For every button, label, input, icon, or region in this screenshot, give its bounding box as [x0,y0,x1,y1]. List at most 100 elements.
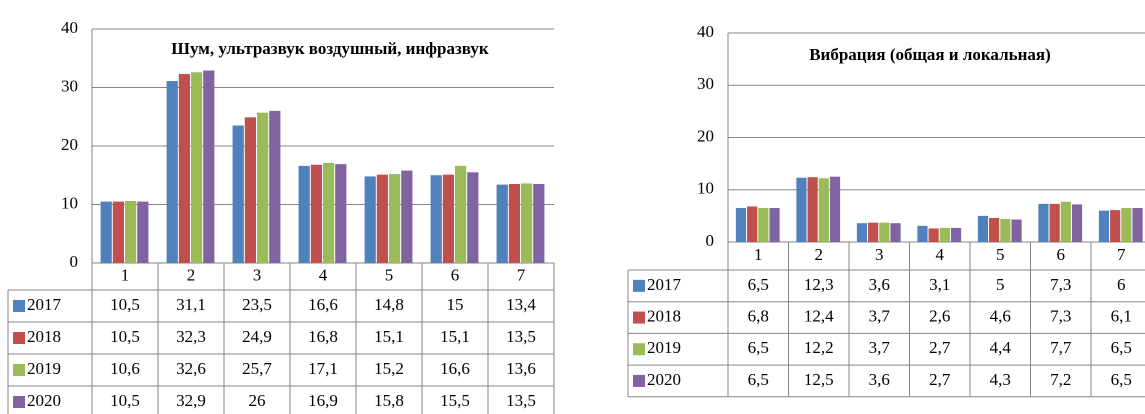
x-tick-label: 3 [253,265,262,284]
chart-title: Шум, ультразвук воздушный, инфразвук [171,39,489,58]
x-tick-label: 2 [187,265,196,284]
bar [442,174,454,263]
bar [191,72,203,263]
y-tick-label: 0 [70,252,79,271]
data-label: 32,3 [176,327,206,346]
legend-key [13,396,25,408]
x-tick-label: 5 [996,245,1005,264]
bar [868,222,879,242]
bar [1038,203,1049,242]
data-label: 6,8 [748,306,769,325]
bar [1132,208,1143,242]
bar [1098,210,1110,242]
legend-key [633,311,645,324]
data-label: 5 [996,275,1005,294]
bar [100,201,112,263]
y-tick-label: 30 [61,76,78,95]
x-tick-label: 7 [1117,245,1126,264]
data-label: 6,5 [1111,338,1132,357]
x-tick-label: 6 [451,265,460,284]
data-label: 6 [1117,275,1126,294]
bar [879,222,890,242]
data-label: 23,5 [242,295,272,314]
bar [244,117,256,264]
legend-key [633,279,645,292]
bar [125,200,137,263]
bar [298,165,310,263]
bar [455,165,467,263]
data-label: 3,6 [869,275,890,294]
data-label: 2,6 [929,306,950,325]
data-label: 13,5 [506,391,536,410]
bar [856,223,868,242]
legend-label: 2020 [647,370,681,389]
bar [508,184,520,263]
bar [467,172,479,263]
y-tick-label: 10 [61,193,78,212]
legend-label: 2019 [647,338,681,357]
legend-key [633,343,645,356]
legend-label: 2017 [647,275,682,294]
data-label: 13,6 [506,359,536,378]
bar [1071,204,1083,242]
bar [890,223,901,242]
data-label: 15,5 [440,391,470,410]
x-tick-label: 5 [385,265,394,284]
bar [829,176,841,242]
legend-key [13,332,25,344]
data-label: 15,2 [374,359,404,378]
legend-label: 2018 [647,306,681,325]
data-label: 6,5 [748,275,769,294]
data-label: 24,9 [242,327,272,346]
data-label: 2,7 [929,370,951,389]
bar [389,174,401,263]
legend-label: 2019 [27,359,61,378]
bar [401,170,413,263]
y-tick-label: 40 [61,18,78,37]
data-label: 15,1 [440,327,470,346]
legend-key [13,300,25,312]
legend-key [633,374,645,387]
bar [950,227,962,242]
bar [323,162,335,263]
data-label: 16,6 [308,295,338,314]
data-label: 6,5 [748,338,769,357]
bar [1049,203,1060,242]
y-tick-label: 40 [697,22,714,41]
data-label: 25,7 [242,359,272,378]
data-label: 10,5 [110,295,140,314]
data-label: 4,6 [990,306,1011,325]
data-label: 2,7 [929,338,951,357]
title-bg [100,36,560,64]
data-label: 7,7 [1050,338,1072,357]
legend-label: 2017 [27,295,62,314]
data-label: 12,3 [804,275,834,294]
data-label: 31,1 [176,295,206,314]
x-tick-label: 4 [936,245,945,264]
bar [758,208,769,242]
data-label: 4,4 [990,338,1012,357]
data-label: 3,7 [869,338,891,357]
bar [1060,201,1071,242]
x-tick-label: 1 [754,245,763,264]
bar [364,176,376,263]
bar [178,74,190,263]
bar [430,175,442,263]
data-label: 15,8 [374,391,404,410]
x-tick-label: 7 [517,265,526,284]
bar [376,174,388,263]
data-label: 13,5 [506,327,536,346]
chart-title: Вибрация (общая и локальная) [809,45,1051,64]
legend-label: 2018 [27,327,61,346]
bar [1121,208,1132,242]
bar [928,228,939,242]
data-label: 6,5 [748,370,769,389]
data-label: 7,2 [1050,370,1071,389]
data-label: 3,6 [869,370,890,389]
data-label: 12,2 [804,338,834,357]
data-label: 3,1 [929,275,950,294]
bar [818,178,829,242]
bar [496,184,508,263]
x-tick-label: 3 [875,245,884,264]
x-tick-label: 1 [121,265,130,284]
